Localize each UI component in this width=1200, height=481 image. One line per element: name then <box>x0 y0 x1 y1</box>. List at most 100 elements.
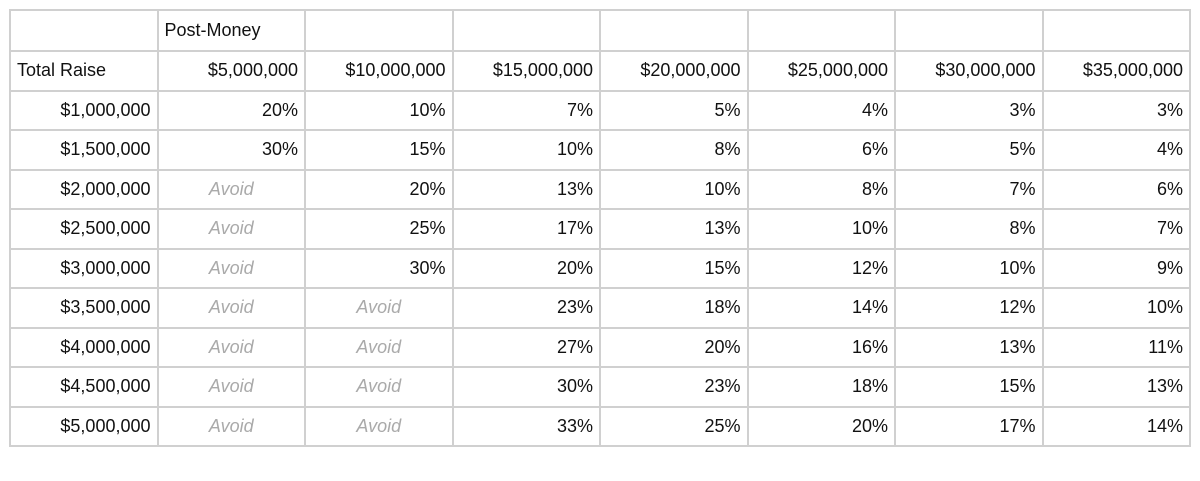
data-row: $4,500,000 Avoid Avoid 30% 23% 18% 15% 13% <box>9 366 1191 408</box>
column-header: $35,000,000 <box>1041 50 1191 92</box>
row-label: $3,500,000 <box>9 287 159 329</box>
column-header: $10,000,000 <box>304 50 454 92</box>
data-row: $2,500,000 Avoid 25% 17% 13% 10% 8% 7% <box>9 208 1191 250</box>
super-header-row: Post-Money <box>9 9 1191 52</box>
percent-cell: 30% <box>451 366 601 408</box>
header-row: Total Raise $5,000,000 $10,000,000 $15,000,… <box>9 50 1191 92</box>
percent-cell: 30% <box>304 247 454 289</box>
row-label: $5,000,000 <box>9 405 159 447</box>
percent-cell: 10% <box>451 129 601 171</box>
avoid-cell: Avoid <box>156 168 306 210</box>
percent-cell: 7% <box>894 168 1044 210</box>
percent-cell: 13% <box>1041 366 1191 408</box>
percent-cell: 18% <box>746 366 896 408</box>
row-label: $4,500,000 <box>9 366 159 408</box>
percent-cell: 3% <box>894 89 1044 131</box>
percent-cell: 12% <box>894 287 1044 329</box>
percent-cell: 10% <box>894 247 1044 289</box>
empty-cell <box>304 9 454 52</box>
percent-cell: 10% <box>746 208 896 250</box>
percent-cell: 15% <box>894 366 1044 408</box>
percent-cell: 10% <box>1041 287 1191 329</box>
percent-cell: 5% <box>599 89 749 131</box>
percent-cell: 25% <box>304 208 454 250</box>
percent-cell: 20% <box>451 247 601 289</box>
column-header: $20,000,000 <box>599 50 749 92</box>
percent-cell: 23% <box>599 366 749 408</box>
percent-cell: 33% <box>451 405 601 447</box>
avoid-cell: Avoid <box>156 405 306 447</box>
row-label: $4,000,000 <box>9 326 159 368</box>
percent-cell: 3% <box>1041 89 1191 131</box>
percent-cell: 11% <box>1041 326 1191 368</box>
avoid-cell: Avoid <box>156 287 306 329</box>
percent-cell: 20% <box>746 405 896 447</box>
data-row: $4,000,000 Avoid Avoid 27% 20% 16% 13% 11% <box>9 326 1191 368</box>
avoid-cell: Avoid <box>304 405 454 447</box>
percent-cell: 10% <box>599 168 749 210</box>
percent-cell: 4% <box>746 89 896 131</box>
row-label: $3,000,000 <box>9 247 159 289</box>
avoid-cell: Avoid <box>304 287 454 329</box>
percent-cell: 30% <box>156 129 306 171</box>
data-row: $2,000,000 Avoid 20% 13% 10% 8% 7% 6% <box>9 168 1191 210</box>
avoid-cell: Avoid <box>156 247 306 289</box>
percent-cell: 8% <box>746 168 896 210</box>
percent-cell: 25% <box>599 405 749 447</box>
percent-cell: 8% <box>894 208 1044 250</box>
percent-cell: 8% <box>599 129 749 171</box>
percent-cell: 18% <box>599 287 749 329</box>
percent-cell: 7% <box>451 89 601 131</box>
empty-cell <box>451 9 601 52</box>
percent-cell: 23% <box>451 287 601 329</box>
percent-cell: 17% <box>451 208 601 250</box>
percent-cell: 9% <box>1041 247 1191 289</box>
empty-cell <box>894 9 1044 52</box>
data-row: $5,000,000 Avoid Avoid 33% 25% 20% 17% 14% <box>9 405 1191 447</box>
row-label: $2,000,000 <box>9 168 159 210</box>
empty-cell <box>599 9 749 52</box>
percent-cell: 10% <box>304 89 454 131</box>
percent-cell: 14% <box>746 287 896 329</box>
percent-cell: 6% <box>746 129 896 171</box>
percent-cell: 17% <box>894 405 1044 447</box>
percent-cell: 20% <box>156 89 306 131</box>
raise-table: Post-Money Total Raise $5,000,000 $10,000,… <box>9 9 1191 447</box>
percent-cell: 5% <box>894 129 1044 171</box>
data-row: $3,000,000 Avoid 30% 20% 15% 12% 10% 9% <box>9 247 1191 289</box>
row-header-label: Total Raise <box>9 50 159 92</box>
row-label: $1,500,000 <box>9 129 159 171</box>
percent-cell: 13% <box>451 168 601 210</box>
percent-cell: 20% <box>304 168 454 210</box>
column-header: $15,000,000 <box>451 50 601 92</box>
avoid-cell: Avoid <box>304 366 454 408</box>
percent-cell: 20% <box>599 326 749 368</box>
column-header: $30,000,000 <box>894 50 1044 92</box>
column-header: $5,000,000 <box>156 50 306 92</box>
avoid-cell: Avoid <box>304 326 454 368</box>
percent-cell: 15% <box>304 129 454 171</box>
percent-cell: 7% <box>1041 208 1191 250</box>
data-row: $3,500,000 Avoid Avoid 23% 18% 14% 12% 10% <box>9 287 1191 329</box>
empty-cell <box>746 9 896 52</box>
avoid-cell: Avoid <box>156 366 306 408</box>
data-row: $1,500,000 30% 15% 10% 8% 6% 5% 4% <box>9 129 1191 171</box>
avoid-cell: Avoid <box>156 326 306 368</box>
percent-cell: 6% <box>1041 168 1191 210</box>
percent-cell: 12% <box>746 247 896 289</box>
row-label: $1,000,000 <box>9 89 159 131</box>
percent-cell: 15% <box>599 247 749 289</box>
percent-cell: 13% <box>599 208 749 250</box>
empty-cell <box>1041 9 1191 52</box>
empty-cell <box>9 9 159 52</box>
percent-cell: 13% <box>894 326 1044 368</box>
percent-cell: 27% <box>451 326 601 368</box>
avoid-cell: Avoid <box>156 208 306 250</box>
data-row: $1,000,000 20% 10% 7% 5% 4% 3% 3% <box>9 89 1191 131</box>
percent-cell: 16% <box>746 326 896 368</box>
percent-cell: 4% <box>1041 129 1191 171</box>
percent-cell: 14% <box>1041 405 1191 447</box>
column-header: $25,000,000 <box>746 50 896 92</box>
super-header: Post-Money <box>156 9 306 52</box>
row-label: $2,500,000 <box>9 208 159 250</box>
